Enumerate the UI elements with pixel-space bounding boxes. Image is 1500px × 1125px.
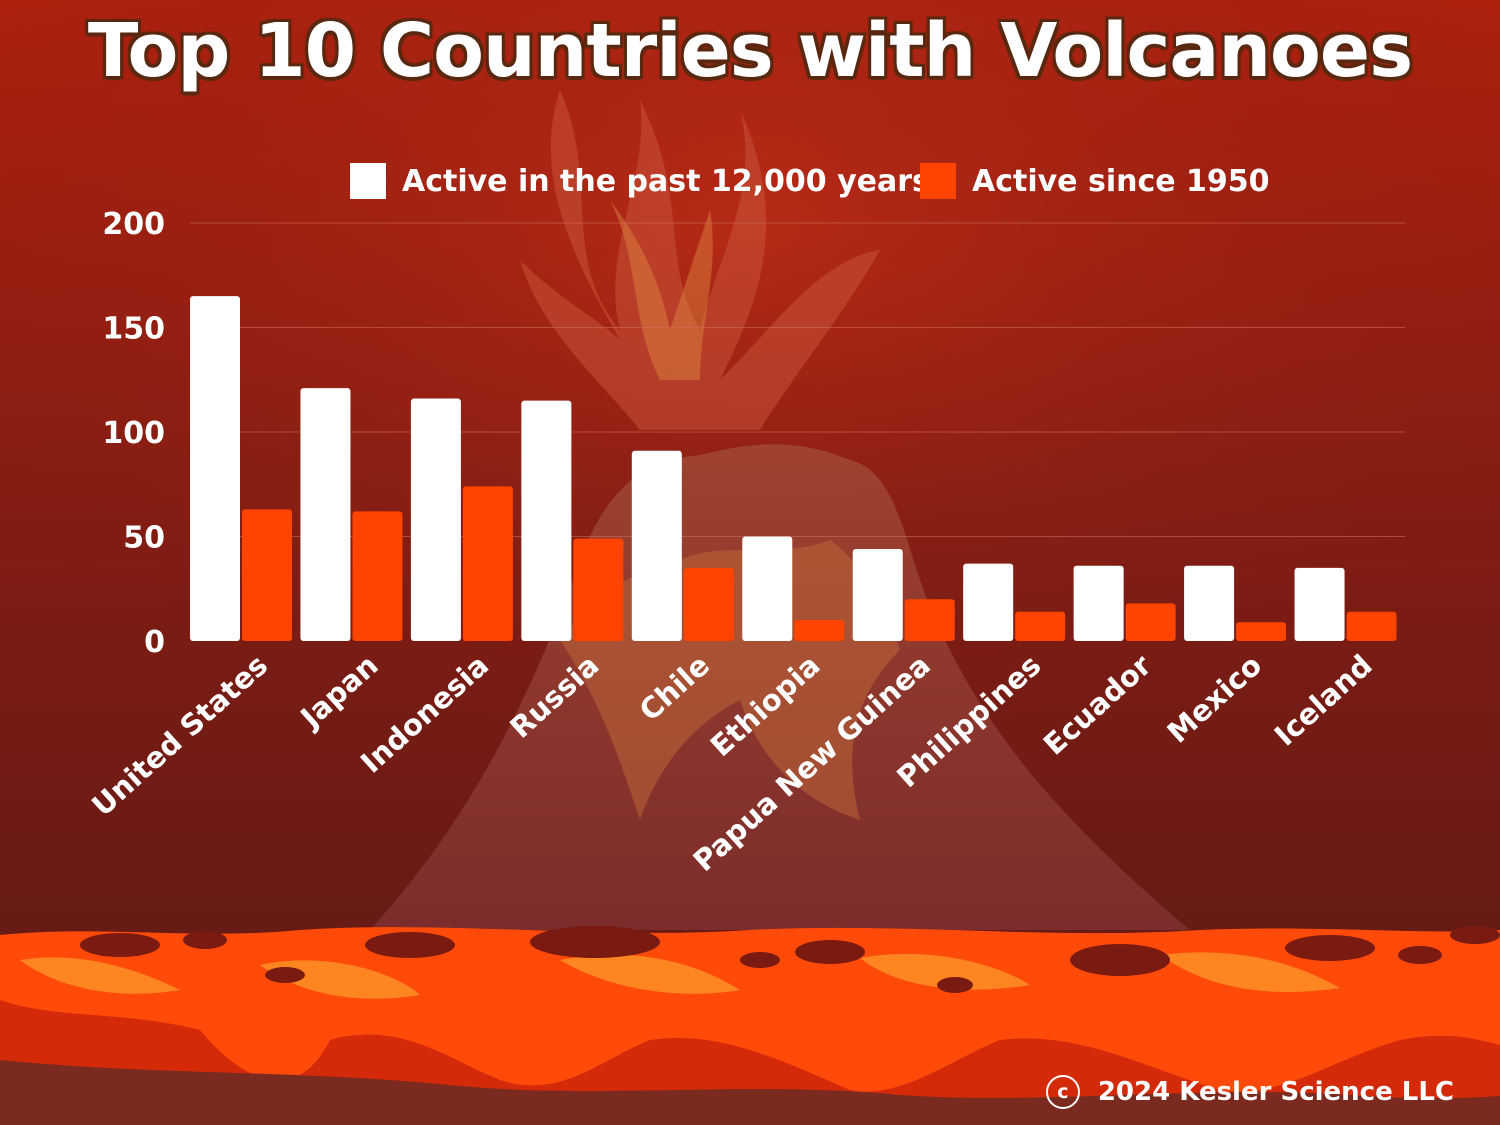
bar-past-12000 (410, 398, 461, 641)
copyright-text: 2024 Kesler Science LLC (1097, 1077, 1454, 1107)
bar-since-1950 (573, 538, 624, 641)
x-category-label: United States (85, 648, 274, 823)
bar-past-12000 (1073, 565, 1124, 641)
chart-title: Top 10 Countries with Volcanoes (87, 8, 1413, 94)
y-tick-label: 100 (102, 416, 165, 451)
copyright: c 2024 Kesler Science LLC (1045, 1075, 1454, 1109)
bar-since-1950 (683, 567, 734, 641)
bar-since-1950 (1346, 611, 1397, 641)
legend-item-past-12000: Active in the past 12,000 years (350, 160, 930, 202)
bar-since-1950 (1125, 603, 1176, 641)
legend-label-past-12000: Active in the past 12,000 years (402, 163, 930, 199)
legend-item-since-1950: Active since 1950 (920, 160, 1270, 202)
bar-since-1950 (794, 620, 845, 641)
x-category-label: Russia (503, 648, 605, 745)
bar-since-1950 (904, 599, 955, 641)
bar-since-1950 (242, 509, 292, 641)
x-category-label: Iceland (1268, 648, 1379, 753)
bar-past-12000 (631, 450, 682, 641)
bar-since-1950 (462, 486, 513, 641)
legend-swatch-since-1950 (920, 163, 956, 199)
x-category-label: Ecuador (1037, 647, 1159, 761)
x-category-label: Japan (293, 648, 385, 736)
x-category-label: Chile (633, 648, 716, 728)
bar-past-12000 (963, 563, 1014, 641)
bar-since-1950 (352, 511, 403, 641)
legend-swatch-past-12000 (350, 163, 386, 199)
bar-past-12000 (742, 536, 793, 641)
bar-past-12000 (1294, 567, 1345, 641)
bar-past-12000 (190, 296, 240, 641)
bar-past-12000 (521, 400, 572, 641)
y-tick-label: 150 (102, 312, 165, 347)
copyright-icon: c (1045, 1075, 1080, 1109)
y-tick-label: 200 (102, 207, 165, 242)
bar-since-1950 (1015, 611, 1066, 641)
bar-since-1950 (1236, 622, 1287, 641)
y-tick-label: 0 (144, 625, 165, 660)
bar-past-12000 (852, 549, 903, 641)
x-category-label: Mexico (1161, 648, 1269, 750)
y-tick-label: 50 (123, 521, 165, 556)
bar-past-12000 (1184, 565, 1235, 641)
bar-past-12000 (300, 388, 351, 641)
legend-label-since-1950: Active since 1950 (972, 163, 1270, 199)
